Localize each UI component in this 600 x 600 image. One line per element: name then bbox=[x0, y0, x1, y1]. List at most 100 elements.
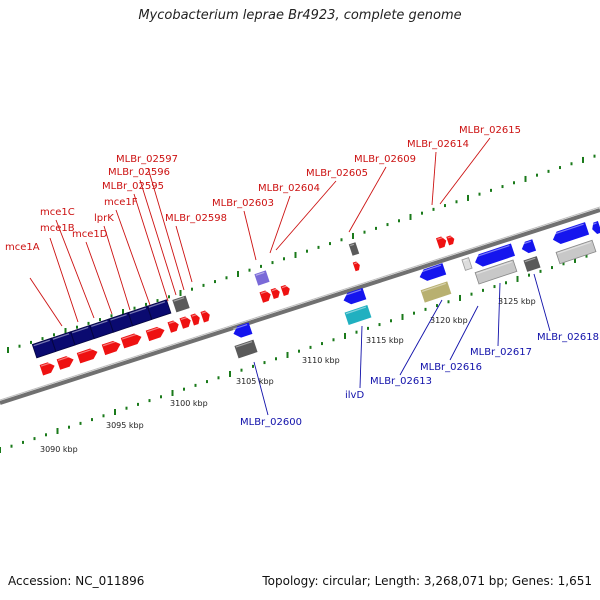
kbp-label: 3110 kbp bbox=[302, 356, 340, 365]
red-gene-gloss bbox=[201, 311, 207, 314]
feature-label: MLBr_02604 bbox=[258, 183, 320, 194]
blue-gene bbox=[521, 239, 537, 254]
red-gene-gloss bbox=[260, 290, 268, 295]
navy-gene-gloss bbox=[33, 339, 51, 347]
blue-gene bbox=[552, 222, 590, 244]
leader-line bbox=[147, 167, 185, 291]
lightgrey-gene bbox=[555, 239, 597, 265]
leader-line bbox=[439, 137, 491, 205]
backbone-line bbox=[0, 208, 600, 405]
red-gene-gloss bbox=[122, 333, 139, 340]
leader-line bbox=[497, 282, 501, 347]
red-gene-shape bbox=[120, 333, 142, 349]
backbone bbox=[0, 206, 600, 405]
feature-label: MLBr_02617 bbox=[470, 347, 532, 358]
purple-gene bbox=[254, 270, 270, 286]
navy-gene bbox=[127, 305, 153, 327]
purple-gene-shape bbox=[254, 270, 270, 286]
feature-label: MLBr_02605 bbox=[306, 168, 368, 179]
blue-gene-gloss bbox=[474, 244, 510, 258]
label-leaders bbox=[29, 137, 551, 416]
navy-gene-gloss bbox=[129, 307, 147, 315]
blue-gene bbox=[419, 263, 447, 281]
feature-label: MLBr_02598 bbox=[165, 213, 227, 224]
leader-line bbox=[133, 193, 169, 302]
feature-label: MLBr_02597 bbox=[116, 154, 178, 165]
feature-label: mce1D bbox=[72, 229, 108, 240]
red-gene-shape bbox=[76, 348, 98, 364]
red-gene-shape bbox=[39, 362, 55, 376]
lightgrey-gene-shape bbox=[555, 239, 597, 265]
grey-gene-gloss bbox=[173, 297, 185, 302]
feature-label: MLBr_02613 bbox=[370, 376, 432, 387]
feature-label: mce1A bbox=[5, 242, 40, 253]
grey-gene-shape bbox=[523, 256, 541, 272]
red-gene bbox=[101, 340, 121, 356]
red-gene-gloss bbox=[281, 285, 287, 289]
feature-label: MLBr_02618 bbox=[537, 332, 599, 343]
blue-gene bbox=[474, 243, 516, 267]
red-gene bbox=[76, 348, 98, 364]
red-gene-shape bbox=[270, 288, 280, 300]
leader-line bbox=[29, 277, 63, 327]
red-gene-shape bbox=[56, 356, 74, 370]
red-gene-gloss bbox=[437, 236, 444, 240]
kbp-label: 3105 kbp bbox=[236, 377, 274, 386]
red-gene bbox=[39, 362, 55, 376]
lightgrey-gene-gloss bbox=[476, 261, 512, 275]
blue-gene bbox=[591, 221, 600, 234]
cyan-gene-shape bbox=[344, 305, 372, 325]
leader-line bbox=[348, 166, 387, 233]
grey-gene-gloss bbox=[235, 341, 253, 348]
grey-gene bbox=[523, 256, 541, 272]
red-gene-shape bbox=[259, 290, 271, 303]
kbp-scale: 3090 kbp 3095 kbp 3100 kbp 3105 kbp 3110 kbp… bbox=[40, 297, 536, 454]
blue-gene-shape bbox=[521, 239, 537, 254]
leader-line bbox=[49, 237, 79, 323]
blue-gene bbox=[342, 287, 367, 305]
blue-gene-shape bbox=[592, 221, 600, 234]
red-gene bbox=[446, 235, 455, 246]
kbp-label: 3100 kbp bbox=[170, 399, 208, 408]
feature-label: mce1C bbox=[40, 207, 75, 218]
feature-label: MLBr_02609 bbox=[354, 154, 416, 165]
red-gene-shape bbox=[101, 340, 121, 356]
leader-line bbox=[175, 225, 193, 283]
red-gene bbox=[56, 355, 74, 370]
red-gene-shape bbox=[280, 285, 290, 297]
genome-title: Mycobacterium leprae Br4923, complete ge… bbox=[138, 8, 462, 23]
blue-gene-shape bbox=[233, 322, 253, 338]
kbp-label: 3090 kbp bbox=[40, 445, 78, 454]
leader-line bbox=[449, 305, 479, 361]
red-gene-shape bbox=[190, 313, 200, 326]
white-gene-gloss bbox=[463, 259, 468, 262]
white-gene-shape bbox=[461, 257, 473, 271]
navy-gene-gloss bbox=[91, 320, 108, 328]
red-gene bbox=[120, 333, 142, 349]
blue-gene-shape bbox=[475, 243, 516, 267]
lightgrey-gene-gloss bbox=[557, 241, 591, 255]
red-gene bbox=[200, 310, 210, 323]
white-gene bbox=[461, 257, 473, 271]
grey-gene-shape bbox=[234, 339, 258, 359]
blue-gene-gloss bbox=[591, 222, 597, 226]
red-gene-shape bbox=[352, 261, 360, 272]
navy-gene-gloss bbox=[110, 314, 127, 321]
navy-gene-gloss bbox=[148, 301, 166, 308]
lightgrey-gene bbox=[474, 259, 518, 285]
leader-line bbox=[139, 179, 177, 296]
inner-tick-track bbox=[0, 254, 588, 453]
red-gene bbox=[145, 326, 165, 342]
red-gene-gloss bbox=[57, 355, 71, 361]
olive-gene-gloss bbox=[421, 282, 446, 292]
red-gene-shape bbox=[179, 316, 191, 329]
olive-gene-shape bbox=[420, 281, 452, 303]
kbp-label: 3125 kbp bbox=[498, 297, 536, 306]
leader-line bbox=[275, 180, 337, 251]
navy-gene-gloss bbox=[52, 333, 70, 340]
leader-line bbox=[85, 241, 113, 315]
grey-gene-gloss bbox=[350, 243, 355, 247]
red-gene bbox=[270, 288, 280, 300]
feature-label: MLBr_02614 bbox=[407, 139, 469, 150]
